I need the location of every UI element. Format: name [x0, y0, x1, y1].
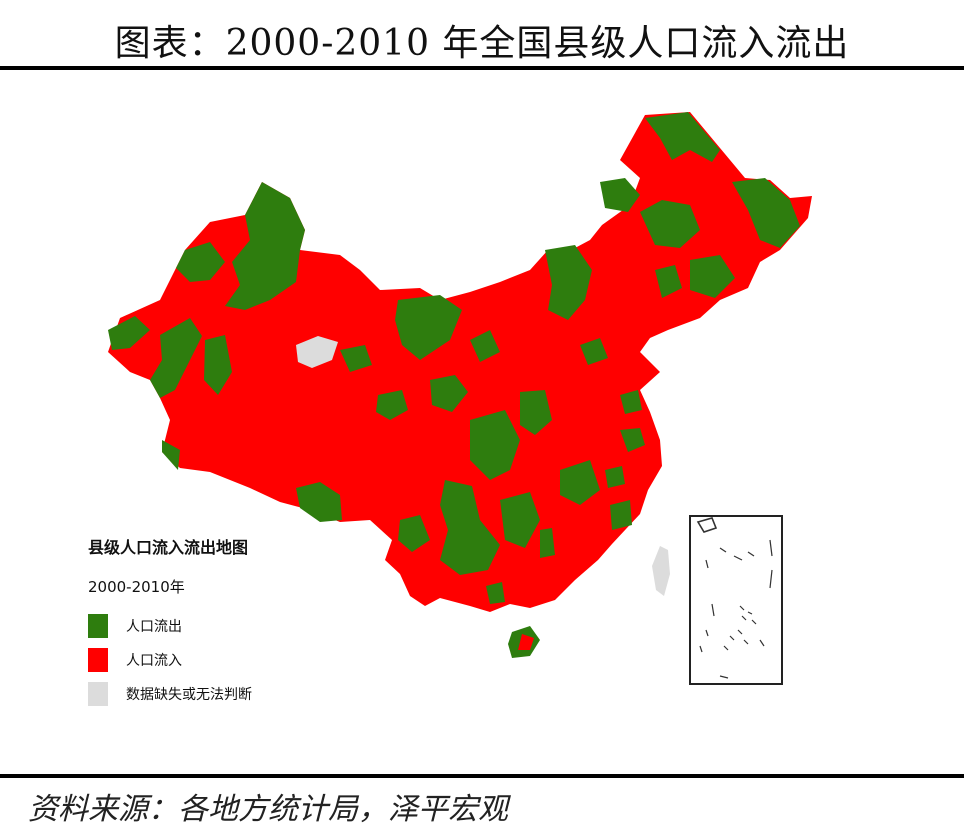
legend-label-outflow: 人口流出: [126, 619, 182, 635]
inflow-swatch: [88, 648, 108, 672]
inset-islands: [696, 517, 773, 679]
map-legend: 县级人口流入流出地图 2000-2010年 人口流出 人口流入 数据缺失或无法判…: [88, 534, 252, 711]
south-china-sea-inset: [689, 515, 783, 685]
china-county-map: [108, 112, 812, 685]
legend-item-inflow: 人口流入: [88, 643, 252, 677]
legend-item-outflow: 人口流出: [88, 609, 252, 643]
legend-title: 县级人口流入流出地图: [88, 538, 249, 557]
missing-data-region: [296, 336, 338, 368]
legend-item-missing: 数据缺失或无法判断: [88, 677, 252, 711]
taiwan-island: [652, 546, 670, 596]
bottom-rule: [0, 774, 964, 778]
outflow-regions: [108, 112, 800, 604]
legend-label-missing: 数据缺失或无法判断: [126, 687, 252, 703]
missing-swatch: [88, 682, 108, 706]
legend-label-inflow: 人口流入: [126, 653, 182, 669]
top-rule: [0, 66, 964, 70]
legend-period: 2000-2010年: [88, 578, 185, 596]
outflow-swatch: [88, 614, 108, 638]
chart-title: 图表：2000-2010 年全国县级人口流入流出: [114, 23, 850, 64]
source-note: 资料来源：各地方统计局，泽平宏观: [28, 792, 508, 827]
